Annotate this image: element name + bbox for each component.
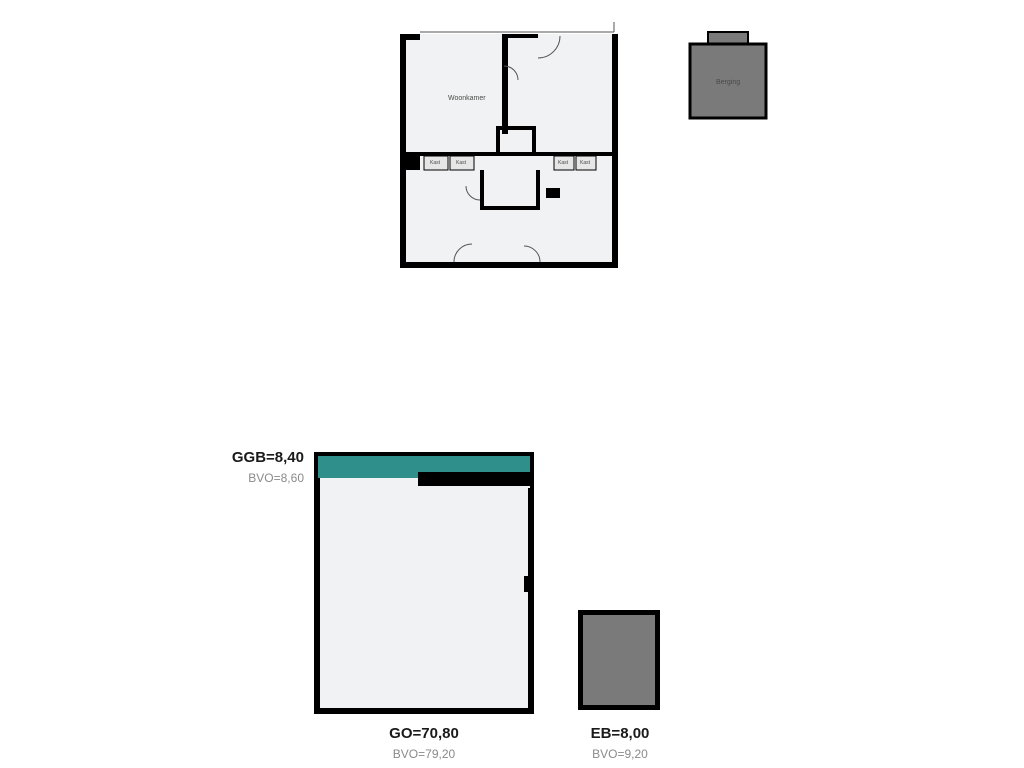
svg-text:Kast: Kast bbox=[456, 160, 467, 166]
svg-text:Kast: Kast bbox=[580, 160, 591, 166]
top-storage: Berging bbox=[690, 32, 766, 118]
bottom-main-area bbox=[314, 452, 534, 714]
metric-ggb_main: GGB=8,40 bbox=[232, 449, 304, 466]
top-floorplan: Woonkamer Kast Kast Kast Kast bbox=[400, 22, 618, 268]
metric-ggb_sub: BVO=8,60 bbox=[248, 471, 304, 485]
svg-text:Berging: Berging bbox=[716, 79, 740, 86]
metric-go_main: GO=70,80 bbox=[389, 725, 459, 742]
metric-eb_main: EB=8,00 bbox=[591, 725, 650, 742]
metric-go_sub: BVO=79,20 bbox=[393, 747, 456, 761]
svg-text:Kast: Kast bbox=[558, 160, 569, 166]
bottom-storage-area bbox=[578, 610, 660, 710]
svg-text:Kast: Kast bbox=[430, 160, 441, 166]
svg-text:Woonkamer: Woonkamer bbox=[448, 95, 486, 102]
floorplan-diagram: Woonkamer Kast Kast Kast Kast Berging GGB=8,40… bbox=[0, 0, 1024, 768]
metric-eb_sub: BVO=9,20 bbox=[592, 747, 648, 761]
